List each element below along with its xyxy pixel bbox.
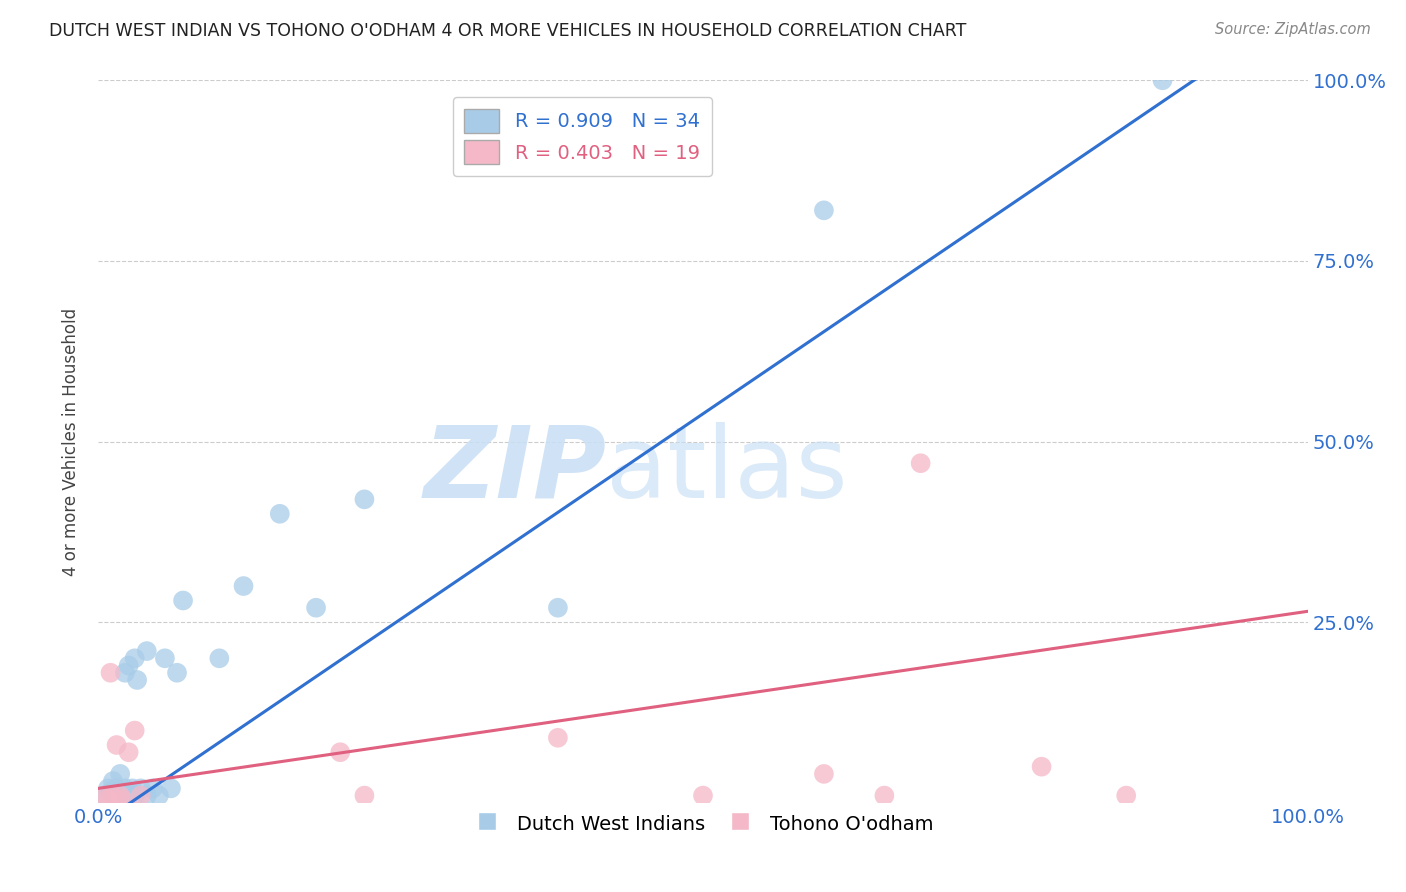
Point [97, 781, 120, 796]
Point [142, 781, 165, 796]
Point [111, 789, 134, 803]
Point [105, 789, 128, 803]
Point [547, 600, 569, 615]
Point [114, 781, 136, 796]
Point [813, 767, 835, 781]
Point [135, 789, 157, 803]
Point [873, 789, 896, 803]
Point [166, 665, 188, 680]
Point [100, 665, 122, 680]
Point [1115, 789, 1137, 803]
Text: DUTCH WEST INDIAN VS TOHONO O'ODHAM 4 OR MORE VEHICLES IN HOUSEHOLD CORRELATION : DUTCH WEST INDIAN VS TOHONO O'ODHAM 4 OR… [49, 22, 966, 40]
Point [100, 785, 122, 799]
Point [353, 789, 375, 803]
Legend: Dutch West Indians, Tohono O'odham: Dutch West Indians, Tohono O'odham [465, 805, 941, 844]
Point [305, 600, 328, 615]
Point [148, 789, 170, 803]
Point [124, 789, 146, 803]
Point [208, 651, 231, 665]
Point [124, 651, 146, 665]
Point [547, 731, 569, 745]
Point [160, 781, 183, 796]
Point [129, 781, 152, 796]
Point [124, 723, 146, 738]
Point [114, 665, 136, 680]
Point [813, 203, 835, 218]
Point [105, 738, 128, 752]
Point [172, 593, 194, 607]
Text: Source: ZipAtlas.com: Source: ZipAtlas.com [1215, 22, 1371, 37]
Point [129, 789, 152, 803]
Point [105, 781, 128, 796]
Point [353, 492, 375, 507]
Y-axis label: 4 or more Vehicles in Household: 4 or more Vehicles in Household [62, 308, 80, 575]
Point [101, 789, 124, 803]
Point [108, 785, 131, 799]
Point [121, 781, 143, 796]
Point [135, 644, 157, 658]
Point [153, 651, 176, 665]
Point [93, 789, 115, 803]
Point [118, 745, 141, 759]
Point [101, 774, 124, 789]
Point [111, 792, 134, 806]
Point [1152, 73, 1174, 87]
Point [108, 789, 131, 803]
Point [269, 507, 291, 521]
Point [97, 792, 120, 806]
Point [910, 456, 932, 470]
Point [108, 767, 131, 781]
Point [1031, 760, 1053, 774]
Point [127, 673, 149, 687]
Point [118, 789, 141, 803]
Point [118, 658, 141, 673]
Point [232, 579, 254, 593]
Point [329, 745, 352, 759]
Text: atlas: atlas [606, 422, 848, 519]
Text: ZIP: ZIP [423, 422, 606, 519]
Point [93, 789, 115, 803]
Point [692, 789, 714, 803]
